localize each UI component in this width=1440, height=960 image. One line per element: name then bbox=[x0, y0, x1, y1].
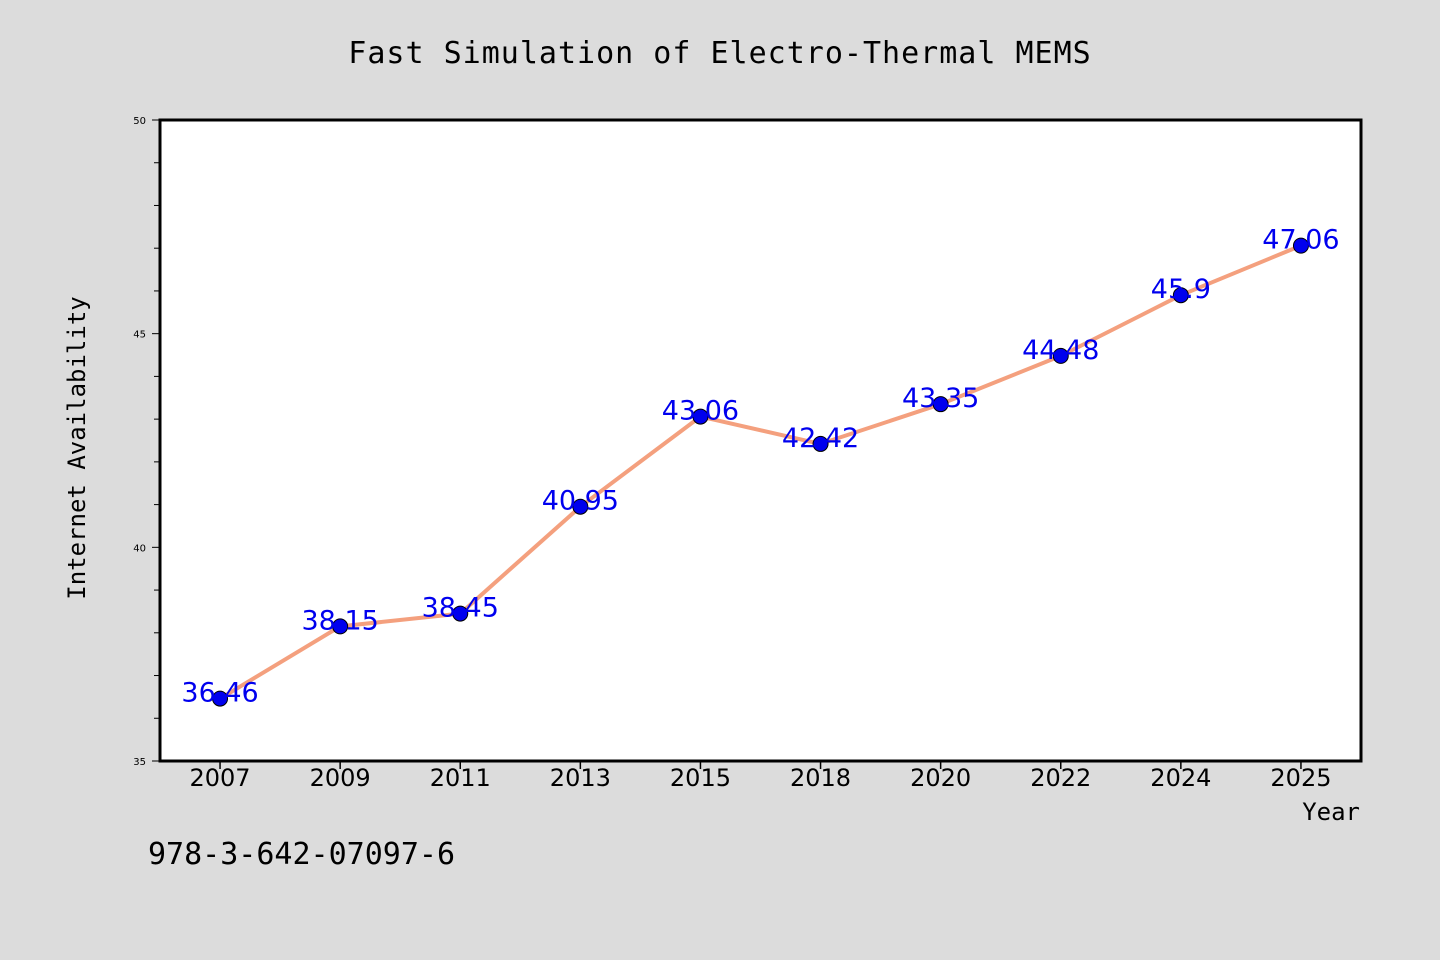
series-markers bbox=[212, 237, 1309, 707]
y-axis: 35 40 45 50 bbox=[133, 116, 160, 768]
data-label: 43.06 bbox=[662, 396, 739, 427]
data-point bbox=[1292, 237, 1309, 254]
data-point bbox=[1052, 347, 1069, 364]
data-label: 42.42 bbox=[782, 423, 859, 454]
chart-title: Fast Simulation of Electro-Thermal MEMS bbox=[348, 36, 1091, 71]
data-point bbox=[572, 498, 589, 515]
y-tick-label: 35 bbox=[133, 757, 146, 768]
plot-area bbox=[158, 118, 1363, 763]
x-axis: 2007 2009 2011 2013 2015 2018 2020 2022 2024 2025 bbox=[190, 761, 1331, 792]
y-tick-label: 40 bbox=[133, 543, 146, 554]
x-tick-label: 2015 bbox=[670, 764, 731, 792]
x-tick-label: 2025 bbox=[1270, 764, 1331, 792]
data-point bbox=[452, 605, 469, 622]
series-line bbox=[219, 243, 1302, 701]
data-label: 40.95 bbox=[542, 486, 619, 517]
x-tick-label: 2013 bbox=[550, 764, 611, 792]
y-tick-label: 50 bbox=[133, 116, 146, 127]
data-point bbox=[212, 690, 229, 707]
data-labels: 36.46 38.15 38.45 40.95 43.06 42.42 43.35 44.48… bbox=[181, 225, 1339, 709]
data-label: 47.06 bbox=[1262, 225, 1339, 256]
y-tick-label: 45 bbox=[133, 330, 146, 341]
x-axis-label: Year bbox=[1302, 798, 1360, 826]
data-label: 36.46 bbox=[181, 678, 258, 709]
x-tick-label: 2018 bbox=[790, 764, 851, 792]
data-label: 38.45 bbox=[422, 593, 499, 624]
x-tick-label: 2024 bbox=[1150, 764, 1211, 792]
data-label: 43.35 bbox=[902, 383, 979, 414]
data-point bbox=[1172, 287, 1189, 304]
x-tick-label: 2009 bbox=[310, 764, 371, 792]
y-axis-label: Internet Availability bbox=[63, 296, 91, 599]
x-tick-label: 2011 bbox=[430, 764, 491, 792]
x-tick-label: 2020 bbox=[910, 764, 971, 792]
x-tick-label: 2007 bbox=[190, 764, 251, 792]
data-label: 38.15 bbox=[302, 605, 379, 636]
isbn-text: 978-3-642-07097-6 bbox=[148, 837, 455, 872]
x-tick-label: 2022 bbox=[1030, 764, 1091, 792]
data-label: 44.48 bbox=[1022, 335, 1099, 366]
data-point bbox=[932, 396, 949, 413]
data-point bbox=[332, 618, 349, 635]
data-point bbox=[692, 408, 709, 425]
data-point bbox=[812, 435, 829, 452]
data-label: 45.9 bbox=[1151, 274, 1211, 305]
